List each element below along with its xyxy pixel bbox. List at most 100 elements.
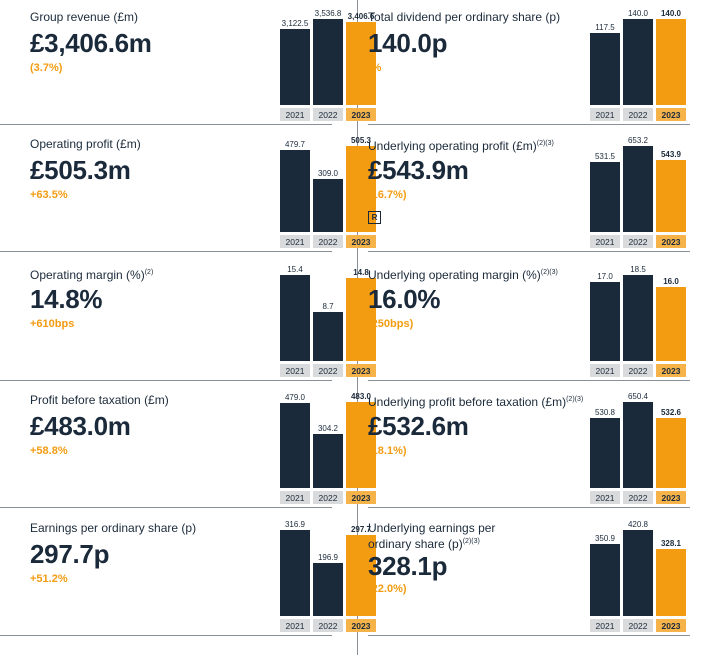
bar-value-label: 650.4: [628, 392, 649, 401]
year-label: 2021: [286, 110, 305, 120]
year-label-box: [346, 108, 376, 121]
year-label: 2021: [596, 237, 615, 247]
bar-chart: 530.8 2021 650.4 2022 532.6 2023: [590, 392, 686, 504]
bar-value-label: 483.0: [351, 392, 372, 401]
kpi-panel: Underlying profit before taxation (£m)(2…: [368, 383, 708, 508]
bar-value-label: 532.6: [661, 408, 682, 417]
year-label-box: [346, 364, 376, 377]
bar-chart: 479.0 2021 304.2 2022 483.0 2023: [280, 392, 376, 504]
kpi-headline-value: 16.0%: [368, 284, 441, 314]
bar-2021: [280, 150, 310, 232]
bar-value-label: 653.2: [628, 136, 649, 145]
year-label: 2022: [629, 621, 648, 631]
kpi-headline-value: £3,406.6m: [30, 28, 152, 58]
year-label-box: [656, 108, 686, 121]
year-label: 2021: [286, 493, 305, 503]
bar-value-label: 117.5: [595, 23, 615, 32]
bar-2022: [623, 402, 653, 488]
kpi-title-footnote: (2)(3): [536, 140, 554, 147]
kpi-headline-value: £543.9m: [368, 155, 469, 185]
bar-chart: 350.9 2021 420.8 2022 328.1 2023: [590, 520, 686, 632]
kpi-panel: Total dividend per ordinary share (p) 140…: [368, 0, 708, 125]
kpi-title-text: Earnings per ordinary share (p): [30, 521, 197, 535]
panel-rule: [368, 380, 690, 381]
year-label-box: [590, 235, 620, 248]
kpi-headline-value: £483.0m: [30, 411, 131, 441]
year-label-box: [590, 108, 620, 121]
year-label: 2022: [319, 493, 338, 503]
year-label: 2021: [286, 366, 305, 376]
bar-2023: [346, 278, 376, 361]
kpi-title: Underlying earnings per ordinary share (…: [368, 521, 528, 551]
panel-rule: [368, 635, 690, 636]
bar-2021: [280, 530, 310, 616]
kpi-title: Underlying profit before taxation (£m)(2…: [368, 393, 583, 409]
kpi-panel: Group revenue (£m) £3,406.6m (3.7%) 3,122.5…: [0, 0, 376, 125]
bar-value-label: 17.0: [597, 272, 613, 281]
kpi-panel: Underlying operating margin (%)(2)(3) 16.…: [368, 256, 708, 381]
year-label-box: [313, 235, 343, 248]
kpi-title: Underlying operating profit (£m)(2)(3): [368, 137, 554, 153]
bar-2021: [590, 544, 620, 616]
bar-2022: [313, 179, 343, 232]
year-label-box: [656, 491, 686, 504]
bar-2022: [623, 146, 653, 232]
year-label-box: [590, 364, 620, 377]
bar-value-label: 479.7: [285, 140, 306, 149]
bar-chart: 15.4 2021 8.7 2022 14.8 2023: [280, 265, 376, 377]
bar-value-label: 3,406.6: [348, 12, 375, 21]
kpi-change: -%: [368, 62, 382, 74]
bar-value-label: 8.7: [322, 302, 334, 311]
year-label-box: [313, 491, 343, 504]
year-label: 2023: [352, 493, 371, 503]
bar-2021: [280, 275, 310, 361]
bar-2023: [346, 535, 376, 616]
kpi-title-footnote: (2)(3): [566, 396, 584, 403]
kpi-headline-value: 328.1p: [368, 551, 448, 581]
kpi-title-text: Underlying operating profit (£m): [368, 139, 537, 153]
year-label: 2023: [352, 621, 371, 631]
year-label: 2023: [352, 110, 371, 120]
year-label: 2022: [629, 110, 648, 120]
kpi-title-text: Underlying profit before taxation (£m): [368, 395, 567, 409]
year-label: 2023: [352, 237, 371, 247]
year-label-box: [313, 108, 343, 121]
year-label-box: [590, 619, 620, 632]
year-label-box: [590, 491, 620, 504]
year-label: 2023: [662, 493, 681, 503]
year-label: 2023: [662, 110, 681, 120]
panel-rule: [0, 380, 332, 381]
bar-value-label: 18.5: [630, 265, 646, 274]
kpi-panel: Underlying earnings per ordinary share (…: [368, 511, 708, 636]
bar-2021: [590, 33, 620, 105]
kpi-panel: Operating margin (%)(2) 14.8% +610bps 15.4 2…: [0, 256, 376, 381]
year-label: 2023: [662, 366, 681, 376]
kpi-panel: Earnings per ordinary share (p) 297.7p +51…: [0, 511, 376, 636]
year-label-box: [280, 619, 310, 632]
year-label-box: [346, 619, 376, 632]
bar-2021: [280, 403, 310, 488]
bar-value-label: 140.0: [628, 9, 649, 18]
panel-rule: [0, 251, 332, 252]
bar-value-label: 350.9: [595, 534, 616, 543]
bar-value-label: 15.4: [287, 265, 303, 274]
year-label-box: [623, 364, 653, 377]
kpi-headline-value: 140.0p: [368, 28, 448, 58]
kpi-change: +51.2%: [30, 573, 68, 585]
bar-2021: [590, 282, 620, 361]
bar-2022: [623, 275, 653, 361]
bar-value-label: 505.3: [351, 136, 372, 145]
kpi-title: Group revenue (£m): [30, 10, 138, 24]
bar-value-label: 16.0: [663, 277, 679, 286]
kpi-title-text: Underlying operating margin (%): [368, 268, 541, 282]
bar-value-label: 316.9: [285, 520, 306, 529]
year-label: 2022: [629, 237, 648, 247]
year-label-box: [656, 364, 686, 377]
year-label: 2021: [596, 493, 615, 503]
year-label-box: [280, 491, 310, 504]
year-label: 2022: [319, 366, 338, 376]
year-label-box: [656, 619, 686, 632]
year-label-box: [313, 364, 343, 377]
year-label-box: [280, 364, 310, 377]
kpi-title: Operating profit (£m): [30, 137, 141, 151]
